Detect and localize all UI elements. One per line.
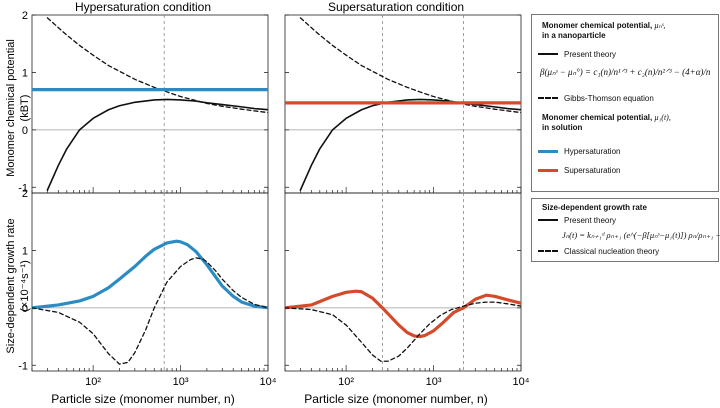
legend-header-solution-text: Monomer chemical potential, bbox=[542, 113, 653, 122]
mu-1-symbol: μ₁(t), bbox=[654, 113, 671, 122]
series-classical-nucleation-theory bbox=[32, 257, 268, 365]
ylabel-top-unit: (kBT) bbox=[19, 95, 31, 122]
legend-header-growth-rate: Size-dependent growth rate bbox=[542, 203, 647, 212]
legend-item-supersaturation: Supersaturation bbox=[538, 165, 620, 175]
legend-swatch-dashed-growth bbox=[538, 250, 558, 252]
title-supersaturation: Supersaturation condition bbox=[328, 0, 464, 14]
x-tick-label: 10⁴ bbox=[260, 376, 277, 388]
y-tick-label: 1 bbox=[22, 245, 28, 257]
legend-item-hypersaturation: Hypersaturation bbox=[538, 146, 620, 156]
y-tick-label: 2 bbox=[22, 10, 28, 22]
panel-bottom-right: 10² 10³ 10⁴ bbox=[284, 192, 530, 388]
xlabel-left: Particle size (monomer number, n) bbox=[51, 392, 234, 406]
ylabel-bottom-text: Size-dependent growth rate bbox=[5, 218, 17, 353]
legend-swatch-dashed bbox=[538, 97, 558, 99]
mu-n-s-symbol: μₙˢ, bbox=[654, 21, 666, 30]
ylabel-bottom-unit: (×10⁻⁴s⁻¹) bbox=[19, 260, 31, 312]
ylabel-top-text: Monomer chemical potential bbox=[5, 39, 17, 177]
legend-swatch-blue bbox=[538, 149, 558, 153]
x-tick-label: 10³ bbox=[426, 376, 442, 388]
legend-header-solution: Monomer chemical potential, μ₁(t), in so… bbox=[542, 113, 671, 133]
legend-growth-rate: Size-dependent growth rate Present theor… bbox=[531, 198, 720, 262]
y-tick-label: 2 bbox=[22, 188, 28, 200]
xlabel-right: Particle size (monomer number, n) bbox=[304, 392, 487, 406]
y-tick-label: 0 bbox=[22, 303, 28, 315]
legend-swatch-solid-black-growth bbox=[538, 219, 558, 221]
legend-item-gibbs-thomson: Gibbs-Thomson equation bbox=[538, 93, 654, 103]
x-tick-label: 10³ bbox=[173, 376, 189, 388]
legend-item-present-theory-growth: Present theory bbox=[538, 215, 616, 225]
x-tick-label: 10² bbox=[85, 376, 101, 388]
legend-formula-chemical-potential: β(μₙˢ − μₙ°) = c₁(n)/n¹ᐟ³ + c₂(n)/n²ᐟ³ −… bbox=[540, 67, 711, 77]
series-present-theory bbox=[46, 98, 268, 191]
y-axis-label-bottom: Size-dependent growth rate (×10⁻⁴s⁻¹) bbox=[5, 218, 31, 353]
legend-label-gibbs-thomson: Gibbs-Thomson equation bbox=[564, 93, 654, 103]
legend-item-present-theory: Present theory bbox=[538, 49, 616, 59]
y-tick-label: -1 bbox=[18, 182, 28, 194]
legend-formula-growth-rate: Jₙ(t) = kₙ₊₁ᵈ ρₙ₊₁ (e^(−β[μₙˢ−μ₁(t)]) ρₙ… bbox=[562, 230, 720, 240]
panel-top-right bbox=[284, 14, 522, 194]
legend-header-nanoparticle-text: Monomer chemical potential, bbox=[542, 21, 653, 30]
panel-frame bbox=[284, 192, 522, 372]
legend-header-nanoparticle-line2: in a nanoparticle bbox=[542, 31, 606, 40]
x-tick-label: 10⁴ bbox=[513, 376, 530, 388]
x-tick-label: 10² bbox=[338, 376, 354, 388]
legend-item-classical-nucleation: Classical nucleation theory bbox=[538, 246, 659, 256]
legend-label-present-theory: Present theory bbox=[564, 49, 617, 59]
panel-frame bbox=[31, 192, 269, 372]
series-classical-nucleation-theory bbox=[285, 301, 521, 362]
series-hypersaturation bbox=[32, 239, 268, 310]
legend-label-supersaturation: Supersaturation bbox=[564, 165, 621, 175]
y-tick-label: 0 bbox=[22, 125, 28, 137]
legend-header-nanoparticle: Monomer chemical potential, μₙˢ, in a na… bbox=[542, 21, 665, 41]
series-supersaturation bbox=[285, 289, 521, 339]
title-hypersaturation: Hypersaturation condition bbox=[75, 0, 211, 14]
legend-label-present-theory-growth: Present theory bbox=[564, 215, 617, 225]
legend-swatch-solid-black bbox=[538, 53, 558, 55]
y-tick-label: 1 bbox=[22, 67, 28, 79]
legend-header-solution-line2: in solution bbox=[542, 123, 583, 132]
series-gibbs-thomson-equation bbox=[46, 17, 268, 114]
legend-swatch-red bbox=[538, 168, 558, 172]
legend-label-hypersaturation: Hypersaturation bbox=[564, 146, 621, 156]
legend-label-classical-nucleation: Classical nucleation theory bbox=[564, 246, 660, 256]
y-axis-label-top: Monomer chemical potential (kBT) bbox=[5, 39, 31, 177]
series-gibbs-thomson-equation bbox=[299, 17, 521, 114]
panel-top-left: 2 1 0 -1 bbox=[18, 10, 269, 194]
y-tick-label: -1 bbox=[18, 360, 28, 372]
series-present-theory bbox=[299, 98, 521, 191]
panel-frame bbox=[31, 14, 269, 194]
legend-chemical-potential: Monomer chemical potential, μₙˢ, in a na… bbox=[531, 14, 719, 192]
panel-bottom-left: 2 1 0 -1 10² 10³ 10⁴ bbox=[18, 188, 277, 388]
